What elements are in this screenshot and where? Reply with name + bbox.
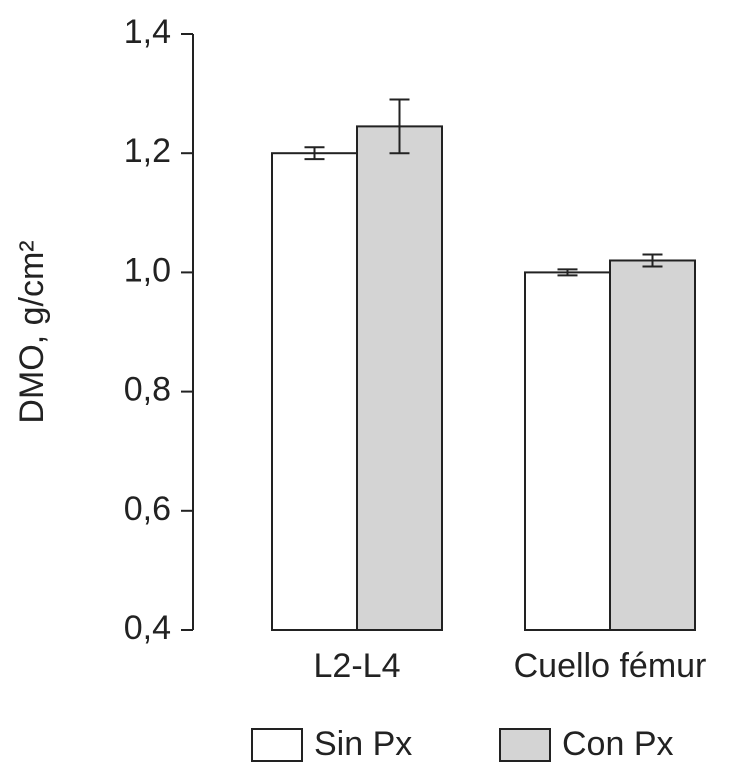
legend-label: Con Px (562, 725, 674, 763)
y-tick-label: 0,4 (124, 609, 171, 647)
y-tick-label: 0,6 (124, 490, 171, 528)
legend-swatch (499, 728, 551, 762)
y-tick-label: 0,8 (124, 371, 171, 409)
y-tick-label: 1,0 (124, 251, 171, 289)
y-tick-label: 1,2 (124, 132, 171, 170)
error-bar (389, 98, 410, 155)
x-tick-label: L2-L4 (314, 647, 401, 685)
error-bar (642, 253, 663, 268)
x-tick-label: Cuello fémur (514, 647, 707, 685)
y-tick-label: 1,4 (124, 13, 171, 51)
bar (609, 259, 696, 631)
error-bar (557, 268, 578, 277)
legend-label: Sin Px (314, 725, 412, 763)
y-axis-label: DMO, g/cm² (13, 240, 51, 423)
error-bar (304, 146, 325, 161)
legend-swatch (251, 728, 303, 762)
bar (356, 125, 443, 631)
bar (524, 271, 611, 631)
bar (271, 152, 358, 631)
